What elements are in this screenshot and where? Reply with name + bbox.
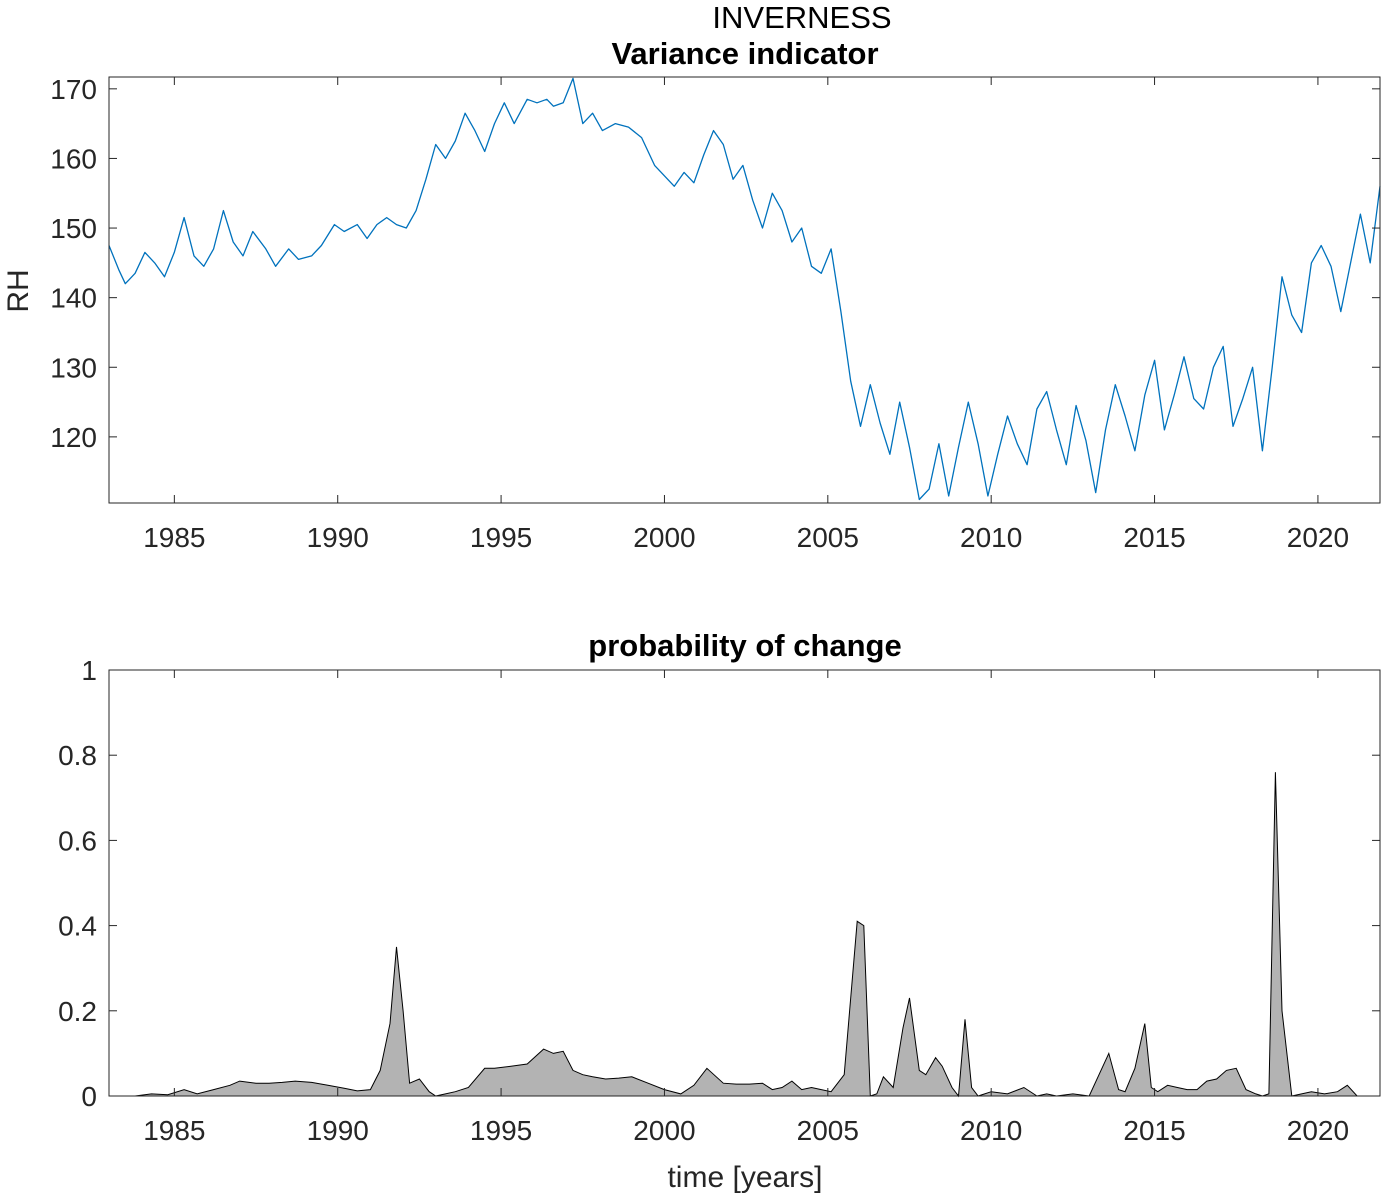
variance-indicator-chart: Variance indicator RH 1985 1990 1995 2000 20…: [2, 36, 1381, 553]
x-tick-label: 2000: [633, 522, 695, 553]
y-tick-label: 170: [50, 74, 97, 105]
y-tick-label: 140: [50, 283, 97, 314]
figure-supertitle: INVERNESS: [712, 0, 891, 35]
x-tick-label: 1985: [143, 1115, 205, 1146]
y-tick-label: 120: [50, 422, 97, 453]
x-tick-label: 2015: [1123, 1115, 1185, 1146]
y-tick-label: 160: [50, 143, 97, 174]
axes-box: [108, 76, 1381, 504]
y-tick-label: 0.4: [58, 911, 97, 942]
x-tick-label: 2005: [797, 1115, 859, 1146]
plot-area: 1985 1990 1995 2000 2005 2010 2015 2020 120 130 14…: [50, 74, 1381, 553]
y-tick-label: 0.6: [58, 825, 97, 856]
line-series-0: [108, 77, 1381, 501]
x-tick-label: 2020: [1287, 1115, 1349, 1146]
x-tick-label: 2000: [633, 1115, 695, 1146]
x-tick-label: 1985: [143, 522, 205, 553]
y-tick-label: 130: [50, 352, 97, 383]
axes-box: [108, 669, 1381, 1097]
x-tick-label: 1990: [307, 1115, 369, 1146]
x-tick-label: 1995: [470, 522, 532, 553]
x-axis-label: time [years]: [667, 1161, 822, 1194]
x-tick-label: 2020: [1287, 522, 1349, 553]
y-tick-label: 0.8: [58, 740, 97, 771]
x-tick-label: 2015: [1123, 522, 1185, 553]
x-tick-label: 2005: [797, 522, 859, 553]
probability-of-change-chart: probability of change time [years] 1985 1…: [58, 628, 1381, 1194]
y-tick-label: 0.2: [58, 996, 97, 1027]
y-tick-label: 1: [81, 655, 97, 686]
plot-area: 1985 1990 1995 2000 2005 2010 2015 2020 0 0.2 0.4 0…: [58, 655, 1381, 1146]
x-tick-label: 2010: [960, 1115, 1022, 1146]
x-tick-label: 1995: [470, 1115, 532, 1146]
chart-title: Variance indicator: [611, 36, 878, 71]
y-axis-label: RH: [2, 269, 35, 312]
chart-title: probability of change: [588, 628, 901, 663]
x-tick-label: 2010: [960, 522, 1022, 553]
x-tick-label: 1990: [307, 522, 369, 553]
y-tick-label: 150: [50, 213, 97, 244]
y-tick-label: 0: [81, 1081, 97, 1112]
area-series-0: [109, 772, 1380, 1098]
